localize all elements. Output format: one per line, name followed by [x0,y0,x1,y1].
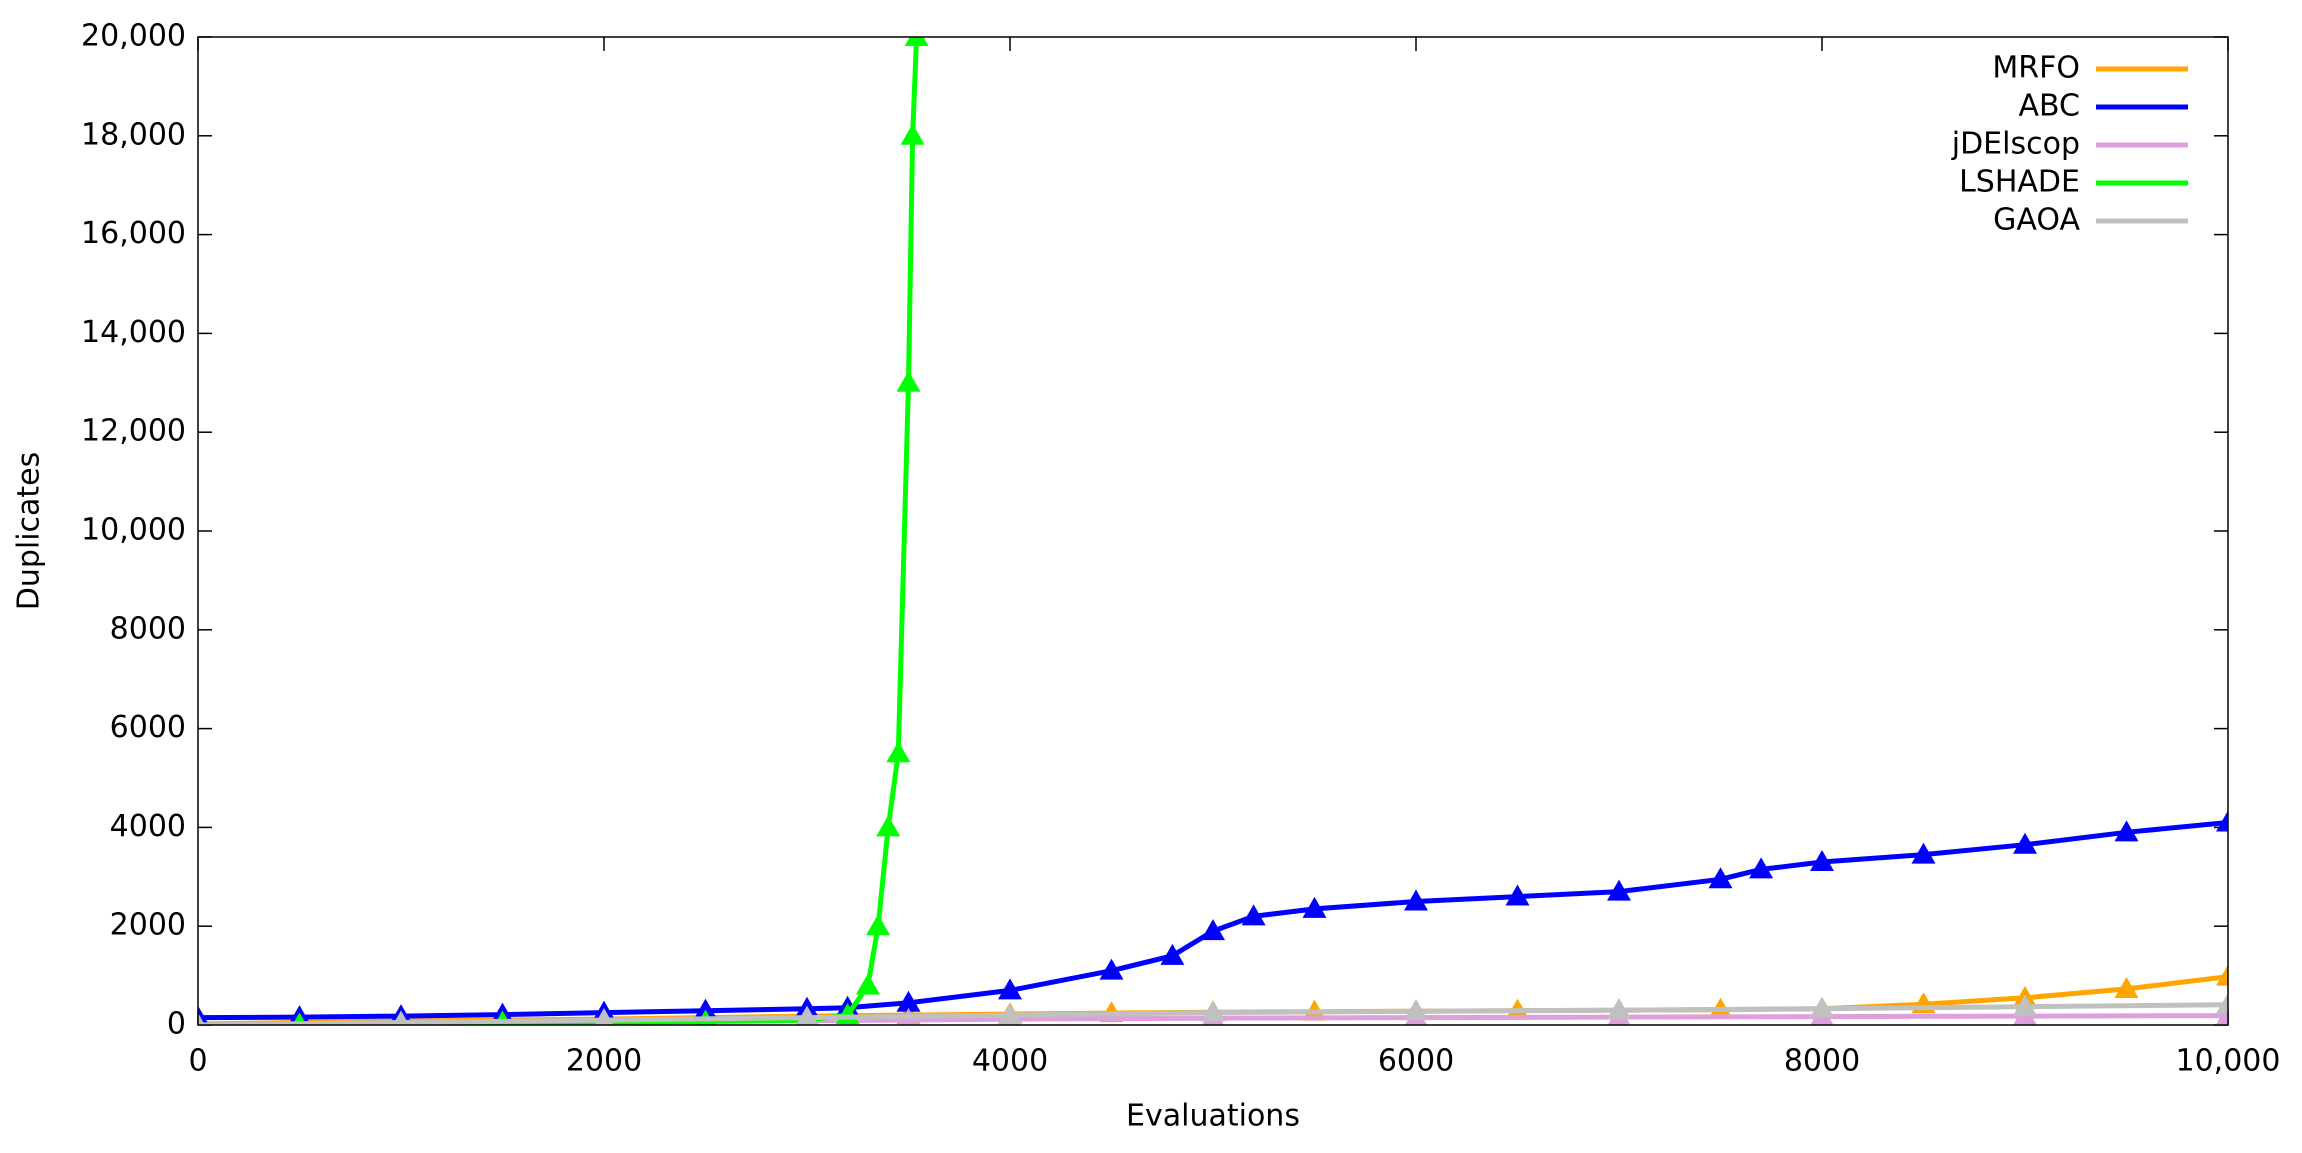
legend-label: jDElscop [1951,127,2080,162]
point-marker [896,370,921,392]
point-marker [1160,943,1185,965]
point-marker [1404,999,1428,1021]
point-marker [1201,919,1225,941]
y-tick-label: 4000 [110,809,186,844]
point-marker [1911,842,1936,864]
point-marker [1241,904,1266,926]
point-marker [1201,1000,1225,1022]
series-line [198,37,920,1025]
x-tick-label: 4000 [972,1044,1048,1079]
point-marker [1749,857,1774,879]
y-tick-label: 18,000 [81,117,186,152]
x-tick-label: 2000 [566,1044,642,1079]
point-marker [896,990,921,1012]
y-axis-label: Duplicates [12,452,47,611]
plot-frame [197,36,2229,1026]
point-marker [2216,992,2228,1014]
point-marker [693,998,718,1020]
x-tick-label: 6000 [1378,1044,1454,1079]
point-marker [594,1008,614,1025]
point-marker [1099,958,1124,980]
legend-label: LSHADE [1959,165,2080,200]
point-marker [1810,849,1834,871]
x-tick-label: 10,000 [2176,1044,2281,1079]
point-marker [904,37,929,46]
y-tick-label: 14,000 [81,315,186,350]
point-marker [1708,867,1733,889]
point-marker [1505,884,1530,906]
y-tick-label: 20,000 [81,19,186,54]
y-tick-label: 0 [167,1007,186,1042]
point-marker [2013,832,2037,854]
point-marker [392,1010,410,1025]
x-tick-label: 8000 [1784,1044,1860,1079]
legend-label: GAOA [1993,203,2080,238]
point-marker [1607,998,1631,1020]
point-marker [886,741,911,763]
y-tick-label: 16,000 [81,216,186,251]
point-marker [2216,810,2228,832]
point-marker [855,973,880,995]
x-axis-label: Evaluations [1126,1099,1300,1134]
legend-label: ABC [2018,89,2080,124]
point-marker [998,1003,1022,1025]
point-marker [2216,964,2228,986]
y-tick-label: 12,000 [81,414,186,449]
legend-label: MRFO [1992,51,2080,86]
plot-area [198,37,2228,1025]
x-tick-label: 0 [188,1044,207,1079]
point-marker [1607,879,1631,901]
point-marker [1404,889,1428,911]
y-tick-label: 6000 [110,710,186,745]
point-marker [2216,1003,2228,1025]
y-tick-label: 8000 [110,611,186,646]
point-marker [998,978,1022,1000]
point-marker [2013,994,2037,1016]
point-marker [900,123,925,145]
point-marker [1302,896,1327,918]
point-marker [1810,996,1834,1018]
point-marker [795,1005,819,1025]
point-marker [876,815,901,837]
y-tick-label: 2000 [110,908,186,943]
point-marker [866,914,891,936]
point-marker [198,1013,205,1025]
point-marker [2114,820,2139,842]
y-tick-label: 10,000 [81,513,186,548]
point-marker [2114,976,2139,998]
